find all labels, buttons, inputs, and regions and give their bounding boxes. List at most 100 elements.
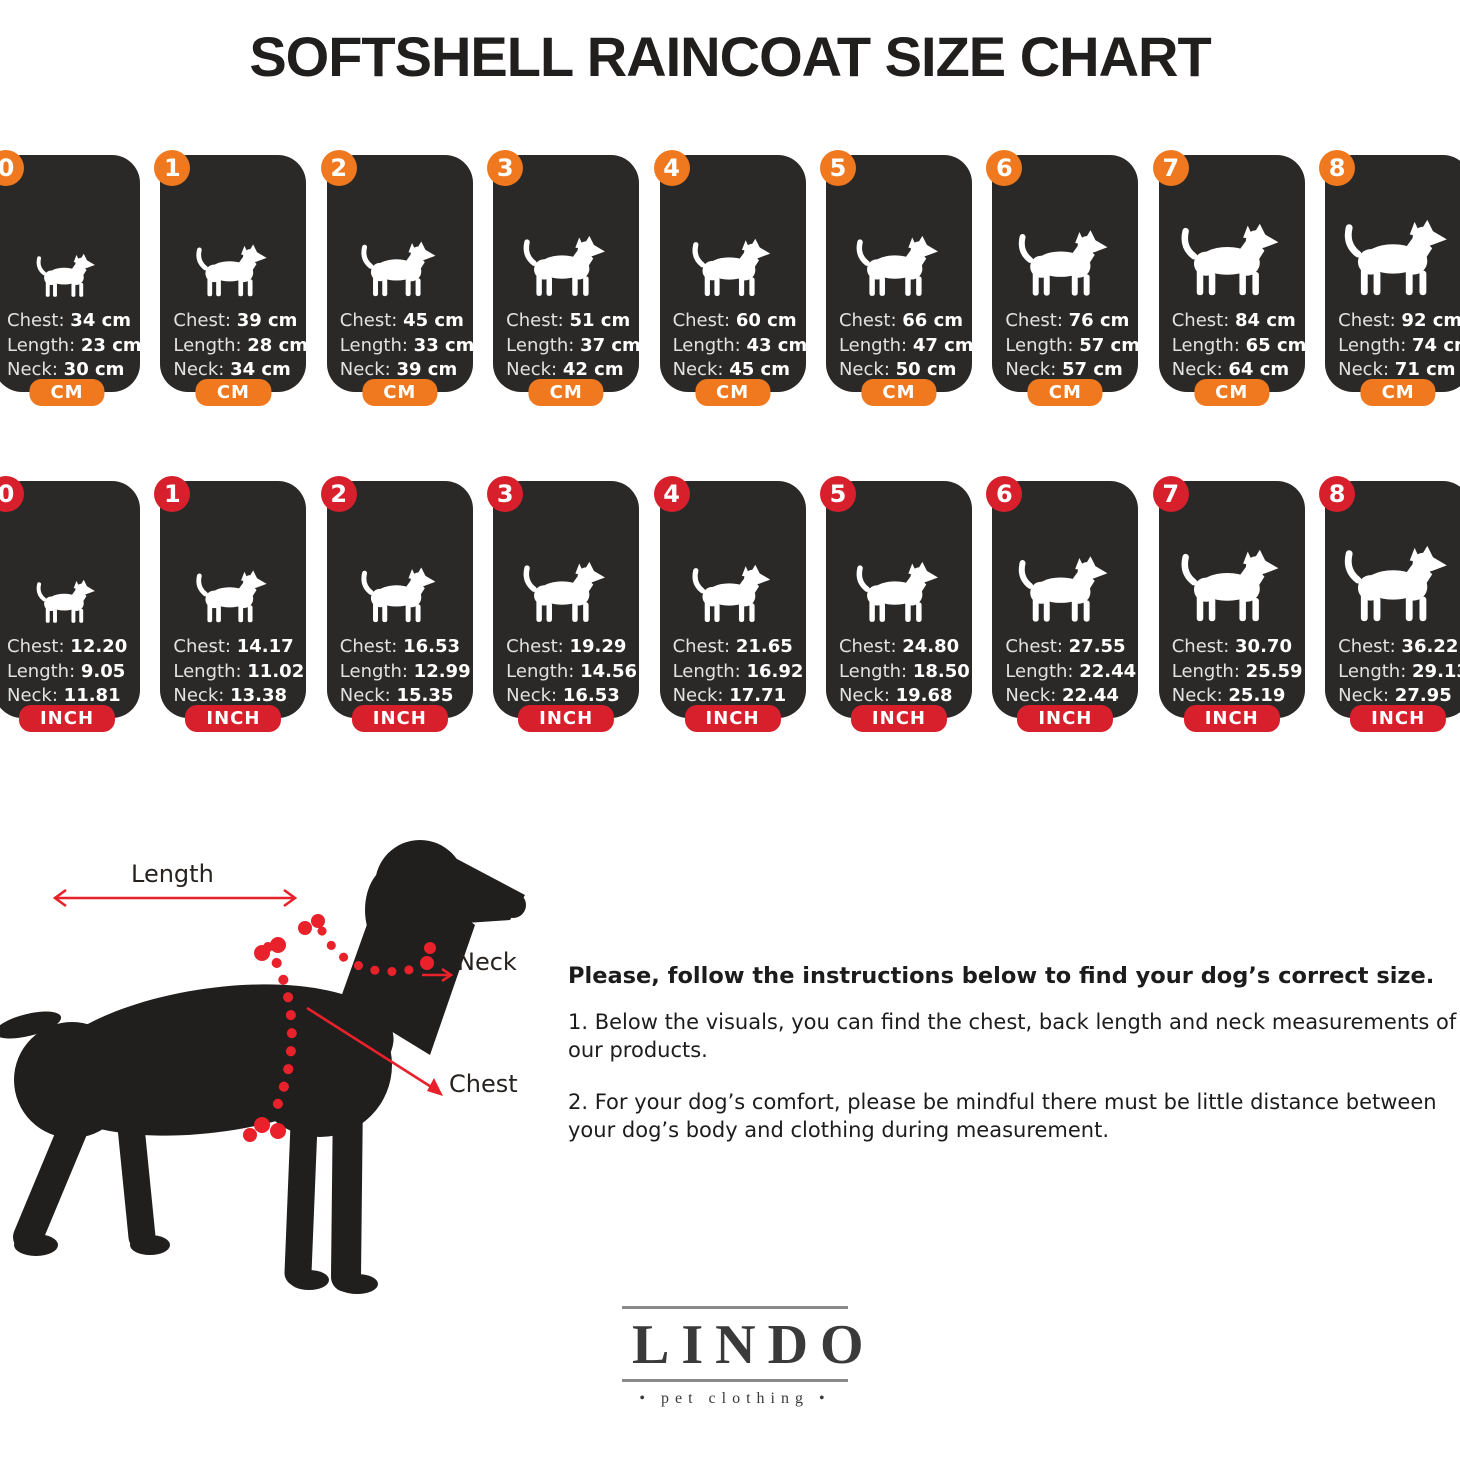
measurements: Chest: 16.53 Length: 12.99 Neck: 15.35 — [327, 635, 473, 709]
chest-label: Chest: — [1005, 636, 1063, 657]
size-number-badge: 6 — [986, 150, 1023, 186]
neck-label: Neck: — [1005, 359, 1057, 380]
size-number-badge: 8 — [1319, 150, 1356, 186]
cm-size-card-row: 0 Chest: 34 cm Length: 23 cm Neck: 30 cm… — [0, 150, 1460, 406]
instructions-step-1: 1. Below the visuals, you can find the c… — [568, 1010, 1457, 1062]
length-value: 47 cm — [912, 334, 974, 356]
length-value: 16.92 — [746, 660, 804, 682]
size-card: 2 Chest: 16.53 Length: 12.99 Neck: 15.35… — [320, 476, 473, 732]
unit-badge: CM — [1194, 379, 1270, 406]
size-number: 8 — [1328, 480, 1346, 508]
measurement-dotted-lines — [243, 914, 436, 1142]
size-card: 3 Chest: 19.29 Length: 14.56 Neck: 16.53… — [487, 476, 640, 732]
size-number-badge: 2 — [320, 150, 357, 186]
unit-badge: INCH — [1350, 705, 1447, 732]
neck-label: Neck: — [506, 685, 558, 706]
size-number-badge: 1 — [154, 476, 191, 512]
neck-value: 39 cm — [396, 359, 458, 380]
size-card: 2 Chest: 45 cm Length: 33 cm Neck: 39 cm… — [320, 150, 474, 406]
size-number: 5 — [829, 154, 847, 182]
chest-label: Chest: — [1338, 310, 1396, 331]
size-number: 2 — [330, 480, 348, 508]
size-number-badge: 4 — [653, 150, 690, 186]
size-number-badge: 6 — [986, 476, 1023, 512]
length-label: Length: — [339, 334, 408, 356]
chest-label: Chest: — [506, 310, 564, 331]
length-label: Length: — [173, 660, 242, 682]
size-number-badge: 1 — [154, 150, 191, 186]
chest-value: 16.53 — [403, 636, 461, 657]
unit-label: INCH — [1038, 708, 1093, 729]
size-number: 8 — [1328, 154, 1346, 182]
measurements: Chest: 21.65 Length: 16.92 Neck: 17.71 — [660, 635, 806, 709]
chest-value: 92 cm — [1401, 310, 1460, 331]
chest-value: 30.70 — [1235, 636, 1292, 657]
measurements: Chest: 12.20 Length: 9.05 Neck: 11.81 — [0, 635, 140, 709]
size-number-badge: 5 — [819, 476, 856, 512]
size-card: 8 Chest: 36.22 Length: 29.13 Neck: 27.95… — [1319, 476, 1460, 732]
neck-label: Neck: — [7, 685, 58, 706]
neck-label: Neck: — [1338, 359, 1390, 380]
measurements: Chest: 34 cm Length: 23 cm Neck: 30 cm — [0, 309, 142, 383]
length-value: 43 cm — [746, 334, 808, 356]
dog-silhouette-icon — [1159, 195, 1305, 299]
unit-badge: INCH — [18, 705, 116, 732]
neck-label: Neck: — [173, 359, 225, 380]
size-number: 7 — [1162, 480, 1180, 508]
size-number: 1 — [164, 154, 181, 182]
neck-value: 13.38 — [230, 685, 287, 706]
unit-badge: CM — [1027, 379, 1103, 406]
size-number-badge: 8 — [1319, 476, 1356, 512]
unit-label: INCH — [206, 708, 261, 729]
length-label: Length: — [506, 334, 575, 356]
dog-silhouette-icon — [327, 521, 473, 625]
chest-label: Chest: — [173, 636, 231, 657]
length-label: Length: — [1005, 660, 1074, 682]
unit-label: INCH — [539, 708, 594, 729]
chest-value: 12.20 — [70, 636, 128, 657]
chest-label: Chest: — [7, 310, 65, 331]
size-number-badge: 7 — [1152, 476, 1189, 512]
neck-value: 57 cm — [1062, 359, 1123, 380]
size-number: 6 — [995, 480, 1013, 508]
instructions-step-2: 2. For your dog’s comfort, please be min… — [568, 1089, 1437, 1142]
chest-value: 84 cm — [1235, 310, 1296, 331]
length-label: Length: — [339, 660, 408, 682]
size-number-badge: 7 — [1152, 150, 1189, 186]
dog-silhouette-icon — [0, 195, 140, 299]
chest-label: Chest: — [672, 636, 731, 657]
unit-label: INCH — [1204, 708, 1259, 729]
length-value: 29.13 — [1412, 660, 1460, 682]
size-number: 6 — [995, 154, 1013, 182]
measurements: Chest: 92 cm Length: 74 cm Neck: 71 cm — [1325, 309, 1460, 383]
size-number-badge: 3 — [487, 150, 524, 186]
size-card: 0 Chest: 34 cm Length: 23 cm Neck: 30 cm… — [0, 150, 142, 406]
neck-value: 25.19 — [1228, 685, 1286, 706]
unit-badge: INCH — [518, 705, 615, 732]
chest-label: Chest: — [1171, 310, 1230, 331]
unit-label: INCH — [372, 708, 427, 729]
chest-value: 36.22 — [1401, 636, 1459, 657]
chest-value: 39 cm — [236, 310, 298, 331]
chest-label: Chest: — [672, 310, 731, 331]
unit-label: CM — [882, 382, 916, 403]
chest-value: 51 cm — [569, 310, 631, 331]
brand-logo: LINDO • pet clothing • — [622, 1306, 864, 1408]
size-card: 1 Chest: 14.17 Length: 11.02 Neck: 13.38… — [154, 476, 307, 732]
size-card: 8 Chest: 92 cm Length: 74 cm Neck: 71 cm… — [1319, 150, 1460, 406]
size-number-badge: 3 — [487, 476, 524, 512]
chest-arrow — [306, 1006, 443, 1096]
neck-label: Neck: — [838, 359, 890, 380]
size-number: 3 — [496, 154, 514, 182]
chest-label: Chest: — [1005, 310, 1063, 331]
size-card: 1 Chest: 39 cm Length: 28 cm Neck: 34 cm… — [154, 150, 308, 406]
neck-label: Neck: — [672, 359, 724, 380]
size-card: 6 Chest: 76 cm Length: 57 cm Neck: 57 cm… — [986, 150, 1140, 406]
unit-badge: INCH — [185, 705, 282, 732]
measurements: Chest: 60 cm Length: 43 cm Neck: 45 cm — [660, 309, 808, 383]
size-card: 3 Chest: 51 cm Length: 37 cm Neck: 42 cm… — [487, 150, 641, 406]
size-number: 0 — [0, 154, 15, 182]
length-label: Length: — [1171, 660, 1240, 682]
unit-label: CM — [50, 382, 84, 403]
